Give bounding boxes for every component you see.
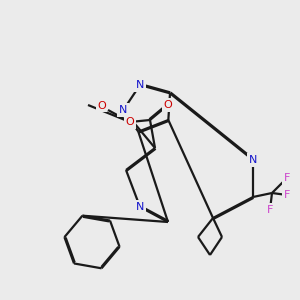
Text: F: F (267, 205, 273, 215)
Text: N: N (136, 80, 144, 90)
Text: O: O (126, 117, 134, 127)
Text: F: F (284, 173, 290, 183)
Text: N: N (136, 202, 144, 212)
Text: O: O (164, 100, 172, 110)
Text: F: F (284, 190, 290, 200)
Text: N: N (249, 155, 257, 165)
Text: N: N (119, 105, 128, 115)
Text: O: O (97, 101, 106, 111)
